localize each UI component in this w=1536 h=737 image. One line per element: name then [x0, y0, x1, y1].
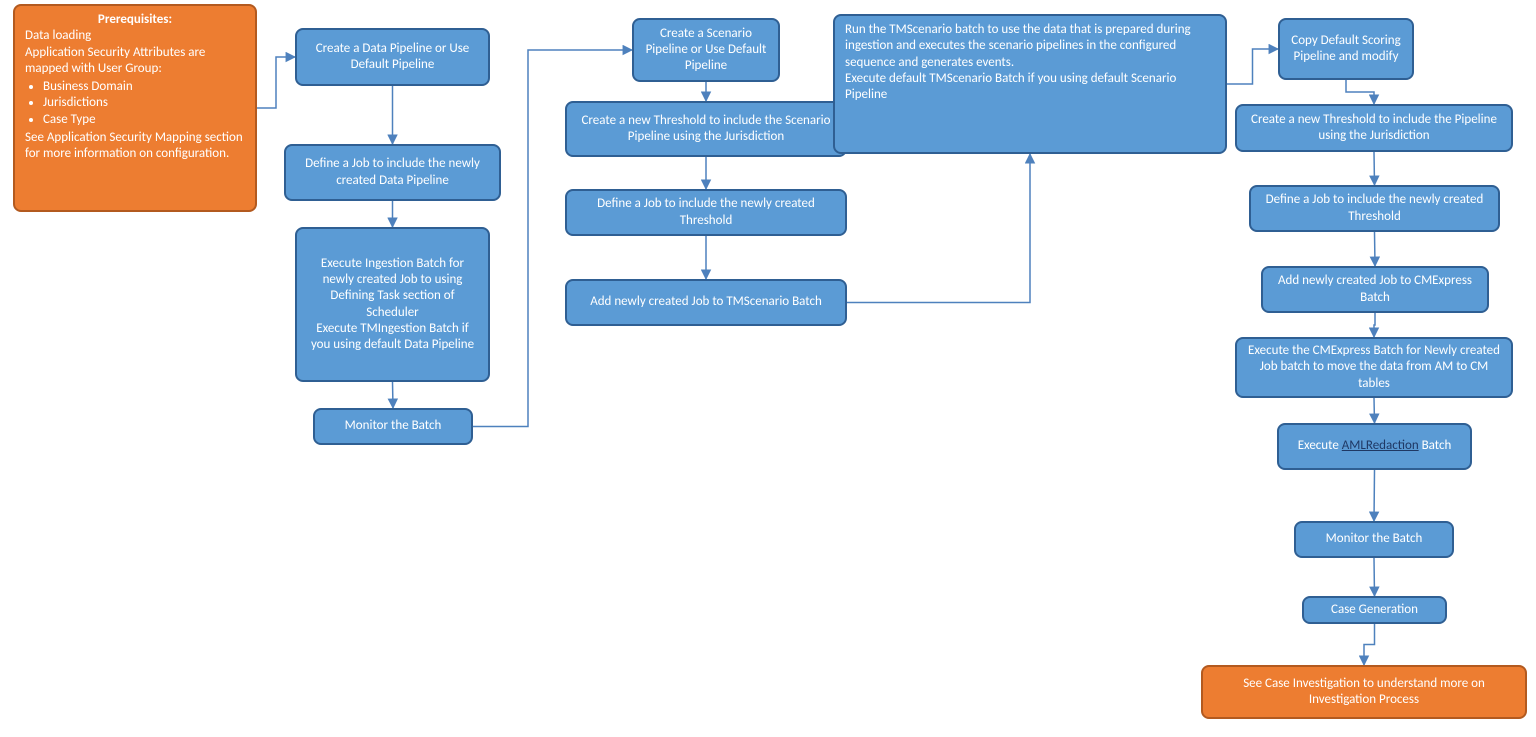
- edge-p3-p4: [1375, 232, 1376, 266]
- node-p1: Copy Default Scoring Pipeline and modify: [1278, 18, 1414, 80]
- node-s2: Create a new Threshold to include the Sc…: [565, 101, 847, 157]
- edge-run-p1: [1227, 49, 1278, 84]
- node-c1: Create a Data Pipeline or Use Default Pi…: [295, 28, 490, 86]
- edge-c3-c4: [393, 382, 394, 408]
- edge-p2-p3: [1374, 152, 1375, 185]
- edge-p1-p2: [1346, 80, 1374, 104]
- edge-p6-p7: [1374, 470, 1375, 521]
- edge-p5-p6: [1374, 398, 1375, 423]
- edge-p8-final: [1364, 624, 1375, 665]
- edge-prereq-c1: [257, 57, 295, 108]
- node-s4: Add newly created Job to TMScenario Batc…: [565, 279, 847, 326]
- edge-p7-p8: [1374, 558, 1375, 596]
- amlredaction-link[interactable]: AMLRedaction: [1342, 438, 1419, 453]
- node-run: Run the TMScenario batch to use the data…: [833, 14, 1227, 154]
- node-s3: Define a Job to include the newly create…: [565, 189, 847, 236]
- node-p6: Execute AMLRedaction Batch: [1277, 423, 1472, 470]
- node-p3: Define a Job to include the newly create…: [1249, 185, 1500, 232]
- node-p7: Monitor the Batch: [1294, 521, 1454, 558]
- node-s1: Create a Scenario Pipeline or Use Defaul…: [632, 18, 780, 82]
- node-p8: Case Generation: [1302, 596, 1447, 624]
- node-c2: Define a Job to include the newly create…: [284, 144, 501, 201]
- node-prereq: Prerequisites:Data loadingApplication Se…: [13, 4, 257, 212]
- node-p5: Execute the CMExpress Batch for Newly cr…: [1235, 337, 1513, 398]
- node-c3: Execute Ingestion Batch for newly create…: [295, 227, 490, 382]
- edge-s4-run: [847, 154, 1030, 303]
- node-p4: Add newly created Job to CMExpress Batch: [1261, 266, 1489, 313]
- node-p2: Create a new Threshold to include the Pi…: [1235, 104, 1513, 152]
- node-c4: Monitor the Batch: [313, 408, 473, 445]
- edge-p4-p5: [1374, 313, 1375, 337]
- node-final: See Case Investigation to understand mor…: [1201, 665, 1527, 719]
